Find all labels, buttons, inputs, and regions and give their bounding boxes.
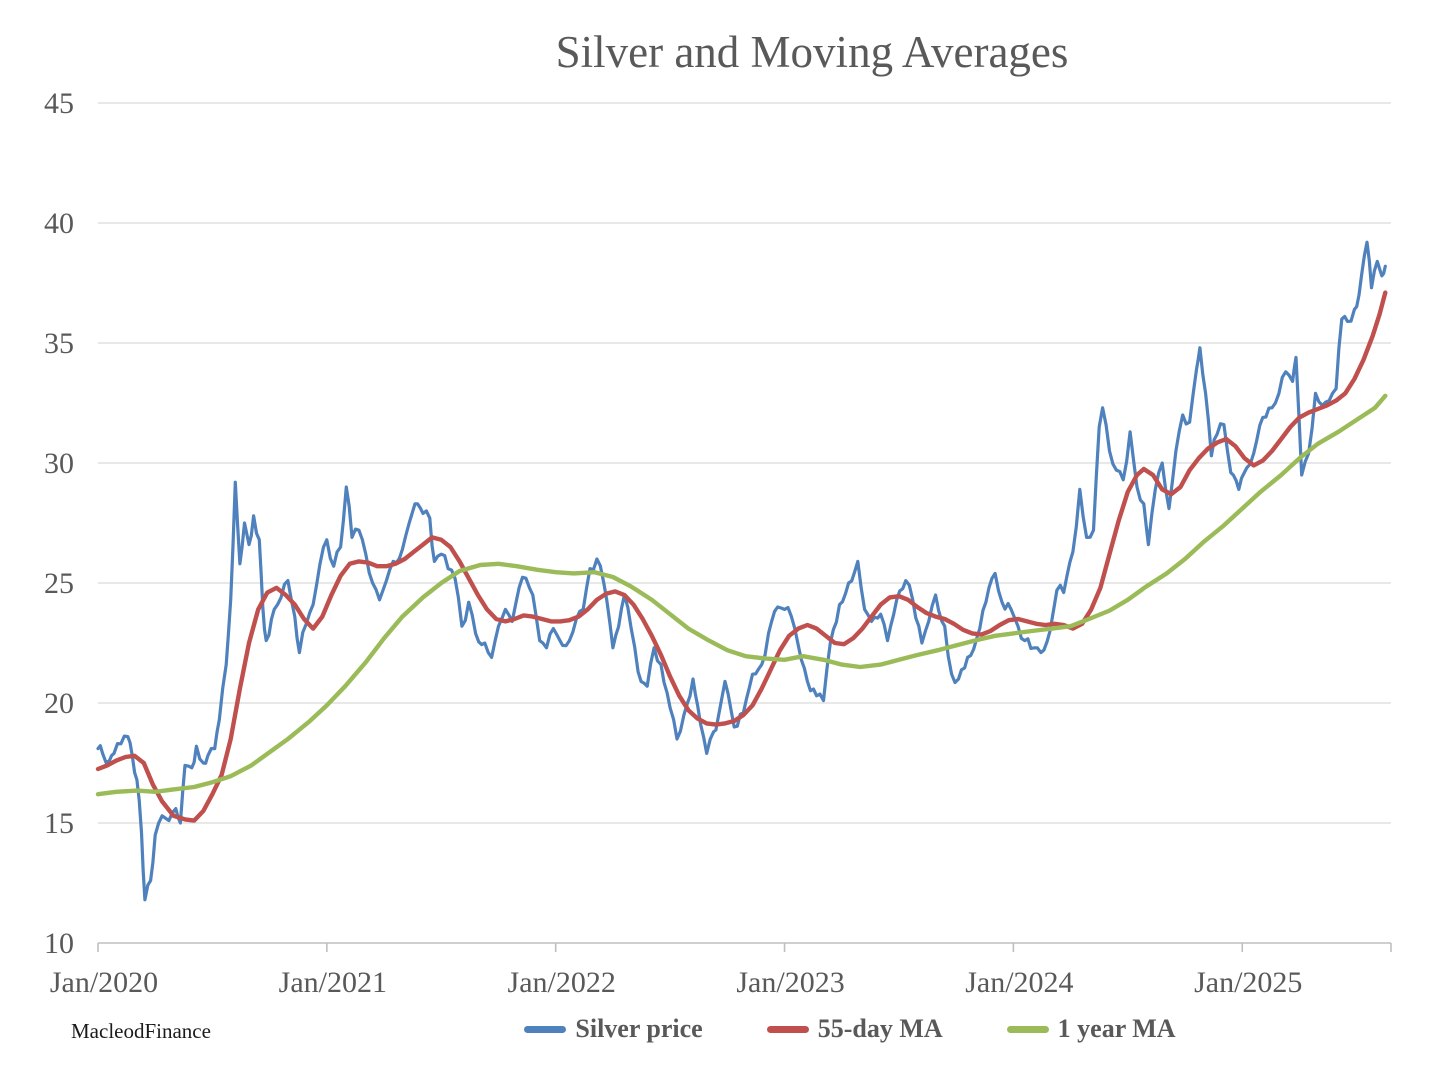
series-line-55-day-ma bbox=[95, 290, 1388, 823]
legend-label-1-year-ma: 1 year MA bbox=[1057, 1014, 1176, 1043]
y-tick-label-40: 40 bbox=[44, 207, 74, 240]
y-tick-label-25: 25 bbox=[44, 567, 74, 600]
chart-title: Silver and Moving Averages bbox=[555, 27, 1069, 77]
x-tick-label: Jan/2024 bbox=[965, 966, 1073, 999]
legend: Silver price 55-day MA 1 year MA bbox=[244, 1014, 1456, 1044]
1-year-ma-line-swatch bbox=[1006, 1025, 1049, 1033]
x-tick-label: Jan/2020 bbox=[50, 966, 158, 999]
series-line-1-year-ma bbox=[95, 393, 1388, 797]
silver-price-line-swatch bbox=[524, 1025, 567, 1033]
y-tick-label-20: 20 bbox=[44, 687, 74, 720]
x-tick-label: Jan/2021 bbox=[279, 966, 387, 999]
legend-item-55-day-ma: 55-day MA bbox=[766, 1014, 943, 1044]
x-tick-label: Jan/2025 bbox=[1194, 966, 1302, 999]
y-tick-label-10: 10 bbox=[44, 927, 74, 960]
x-tick-label: Jan/2022 bbox=[508, 966, 616, 999]
watermark: MacleodFinance bbox=[71, 1019, 211, 1043]
legend-item-silver-price: Silver price bbox=[524, 1014, 703, 1044]
legend-label-55-day-ma: 55-day MA bbox=[817, 1014, 943, 1043]
y-tick-label-35: 35 bbox=[44, 327, 74, 360]
y-tick-label-15: 15 bbox=[44, 807, 74, 840]
y-tick-label-45: 45 bbox=[44, 87, 74, 120]
y-tick-label-30: 30 bbox=[44, 447, 74, 480]
55-day-ma-line-swatch bbox=[766, 1025, 809, 1033]
legend-label-silver-price: Silver price bbox=[575, 1014, 703, 1043]
x-tick-label: Jan/2023 bbox=[736, 966, 844, 999]
legend-item-1-year-ma: 1 year MA bbox=[1006, 1014, 1176, 1044]
series-line-silver-price bbox=[96, 240, 1387, 902]
